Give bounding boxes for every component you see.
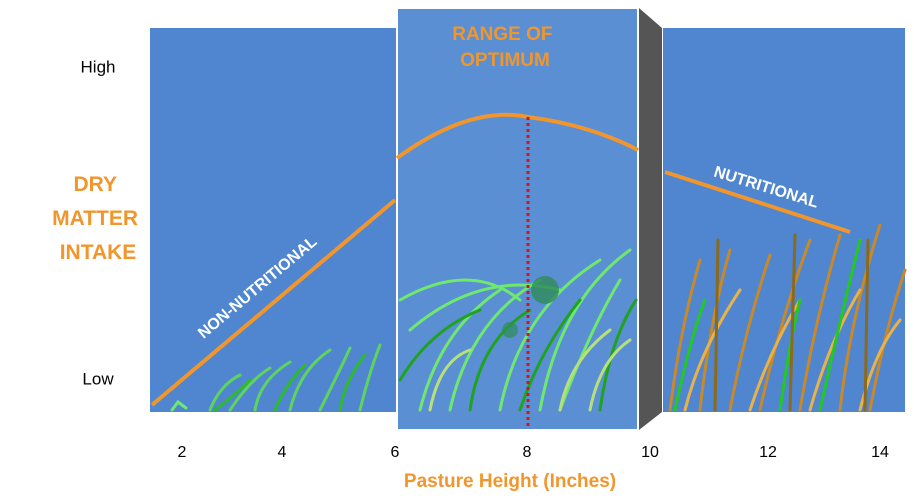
x-tick-label: 4 bbox=[278, 444, 287, 461]
high-label: High bbox=[81, 57, 116, 76]
x-tick-label: 8 bbox=[523, 444, 532, 461]
x-tick-label: 12 bbox=[759, 444, 777, 461]
x-tick-label: 14 bbox=[871, 444, 889, 461]
x-axis-title: Pasture Height (Inches) bbox=[404, 471, 616, 492]
low-label: Low bbox=[82, 369, 114, 388]
page: {"y_axis": {"title_lines": ["DRY", "MATT… bbox=[0, 0, 914, 499]
diagram: High Low DRY MATTER INTAKE RANGE OF OPTI… bbox=[0, 0, 914, 499]
optimum-panel bbox=[397, 8, 638, 430]
x-ticks: 2 4 6 8 10 12 14 bbox=[178, 444, 889, 461]
x-tick-label: 10 bbox=[641, 444, 659, 461]
right-panel bbox=[663, 28, 905, 412]
panel-edge bbox=[639, 8, 662, 430]
x-tick-label: 6 bbox=[391, 444, 400, 461]
y-axis-title: DRY MATTER INTAKE bbox=[52, 173, 144, 264]
x-tick-label: 2 bbox=[178, 444, 187, 461]
left-panel bbox=[150, 28, 396, 412]
